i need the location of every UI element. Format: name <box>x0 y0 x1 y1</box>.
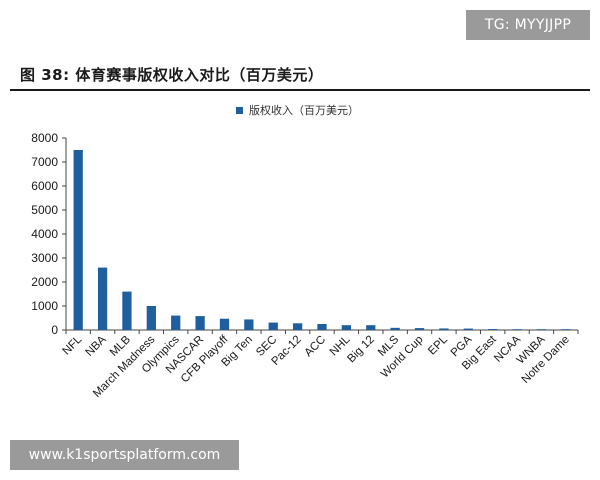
bar-wnba <box>536 329 547 330</box>
y-tick-label: 5000 <box>31 203 58 217</box>
y-tick-label: 1000 <box>31 299 58 313</box>
bar-epl <box>439 328 449 330</box>
bar-ncaa <box>512 329 522 330</box>
title-divider <box>10 89 590 91</box>
bar-world-cup <box>414 328 425 330</box>
bar-cfb-playoff <box>219 318 230 330</box>
bar-olympics <box>171 315 181 330</box>
bar-pac-12 <box>292 323 303 330</box>
bar-nba <box>97 267 108 330</box>
bar-nhl <box>341 325 352 330</box>
y-tick-label: 4000 <box>31 227 58 241</box>
bar-acc <box>317 324 327 330</box>
x-tick-label: Big 12 <box>345 334 377 366</box>
chart-legend: 版权收入（百万美元） <box>236 102 359 118</box>
bar-mlb <box>122 291 132 330</box>
x-tick-label: NFL <box>60 333 84 357</box>
y-tick-label: 2000 <box>31 275 58 289</box>
legend-label: 版权收入（百万美元） <box>249 104 359 117</box>
bar-march-madness <box>146 306 156 330</box>
bar-sec <box>268 322 278 330</box>
bar-mls <box>390 327 400 330</box>
y-tick-label: 7000 <box>31 155 58 169</box>
watermark-bottom-badge: www.k1sportsplatform.com <box>10 440 239 470</box>
bar-nascar <box>195 316 205 330</box>
bar-big-ten <box>244 319 254 330</box>
y-tick-label: 3000 <box>31 251 58 265</box>
figure-title: 图 38: 体育赛事版权收入对比（百万美元） <box>20 66 324 84</box>
watermark-top-badge: TG: MYYJJPP <box>466 10 590 40</box>
bar-pga <box>463 328 473 330</box>
bar-nfl <box>73 150 83 330</box>
x-tick-label: EPL <box>426 333 450 357</box>
bar-big-east <box>488 329 498 330</box>
legend-swatch <box>236 106 243 114</box>
bar-notre-dame <box>561 329 571 330</box>
y-tick-label: 8000 <box>31 131 58 145</box>
x-tick-label: NBA <box>83 333 108 358</box>
x-tick-label: ACC <box>302 334 328 360</box>
y-tick-label: 6000 <box>31 179 58 193</box>
y-tick-label: 0 <box>51 323 58 337</box>
bar-big-12 <box>366 325 376 330</box>
